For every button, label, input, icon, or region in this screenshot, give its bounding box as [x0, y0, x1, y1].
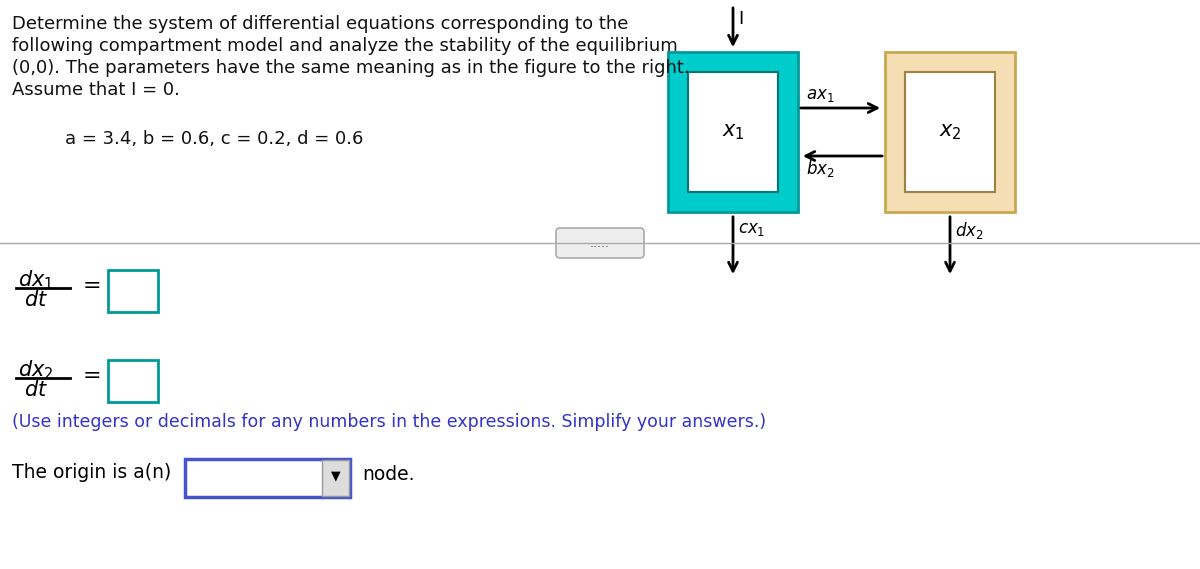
Text: $x_2$: $x_2$: [938, 122, 961, 142]
FancyBboxPatch shape: [556, 228, 644, 258]
Text: =: =: [83, 276, 102, 296]
FancyArrowPatch shape: [806, 151, 882, 160]
Text: $bx_2$: $bx_2$: [806, 158, 835, 179]
Text: node.: node.: [362, 465, 414, 484]
FancyBboxPatch shape: [108, 270, 158, 312]
Text: =: =: [83, 366, 102, 386]
Text: $dt$: $dt$: [24, 380, 48, 400]
Text: (Use integers or decimals for any numbers in the expressions. Simplify your answ: (Use integers or decimals for any number…: [12, 413, 766, 431]
Text: ▼: ▼: [331, 469, 341, 483]
Text: $ax_1$: $ax_1$: [806, 86, 834, 104]
Text: .....: .....: [590, 237, 610, 249]
FancyBboxPatch shape: [886, 52, 1015, 212]
Text: Assume that I = 0.: Assume that I = 0.: [12, 81, 180, 99]
FancyArrowPatch shape: [800, 104, 877, 113]
FancyBboxPatch shape: [688, 72, 778, 192]
Text: $dx_2$: $dx_2$: [955, 220, 984, 241]
Text: a = 3.4, b = 0.6, c = 0.2, d = 0.6: a = 3.4, b = 0.6, c = 0.2, d = 0.6: [65, 130, 364, 148]
Text: (0,0). The parameters have the same meaning as in the figure to the right.: (0,0). The parameters have the same mean…: [12, 59, 690, 77]
Text: Determine the system of differential equations corresponding to the: Determine the system of differential equ…: [12, 15, 629, 33]
FancyArrowPatch shape: [728, 8, 738, 44]
FancyBboxPatch shape: [185, 459, 350, 497]
FancyArrowPatch shape: [728, 217, 738, 271]
Text: I: I: [738, 10, 743, 28]
Text: $dx_2$: $dx_2$: [18, 358, 54, 382]
FancyBboxPatch shape: [668, 52, 798, 212]
Text: $dt$: $dt$: [24, 290, 48, 310]
FancyBboxPatch shape: [322, 460, 349, 496]
Text: $x_1$: $x_1$: [721, 122, 744, 142]
FancyBboxPatch shape: [108, 360, 158, 402]
Text: following compartment model and analyze the stability of the equilibrium: following compartment model and analyze …: [12, 37, 678, 55]
Text: The origin is a(n): The origin is a(n): [12, 463, 172, 482]
FancyArrowPatch shape: [946, 217, 954, 271]
FancyBboxPatch shape: [905, 72, 995, 192]
Text: $dx_1$: $dx_1$: [18, 268, 54, 291]
Text: $cx_1$: $cx_1$: [738, 220, 766, 238]
